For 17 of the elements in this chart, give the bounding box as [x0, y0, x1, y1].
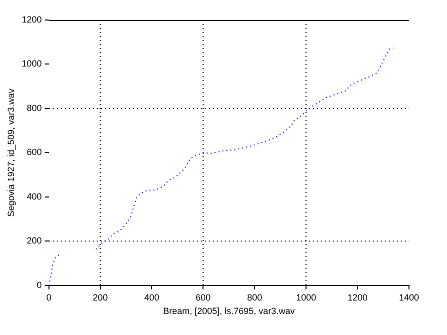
x-tick-label: 800	[247, 292, 262, 302]
x-tick-label: 400	[144, 292, 160, 302]
x-tick-label: 0	[46, 292, 52, 302]
x-tick-label: 1200	[348, 292, 368, 302]
x-tick-label: 200	[92, 292, 108, 302]
y-tick-label: 0	[36, 280, 42, 290]
y-tick-label: 1000	[22, 58, 42, 69]
y-tick-label: 400	[26, 191, 42, 202]
y-tick-label: 1200	[22, 14, 42, 24]
x-tick-label: 600	[196, 292, 211, 302]
y-tick-label: 200	[26, 236, 42, 246]
y-axis-title: Segovia 1927, id_509, var3.wav	[6, 88, 16, 217]
x-tick-label: 1400	[398, 292, 420, 302]
x-axis-title: Bream, [2005], ls.7695, var3.wav	[163, 306, 296, 316]
x-tick-label: 1000	[296, 292, 316, 302]
y-tick-label: 600	[26, 147, 42, 158]
y-tick-label: 800	[26, 102, 42, 113]
